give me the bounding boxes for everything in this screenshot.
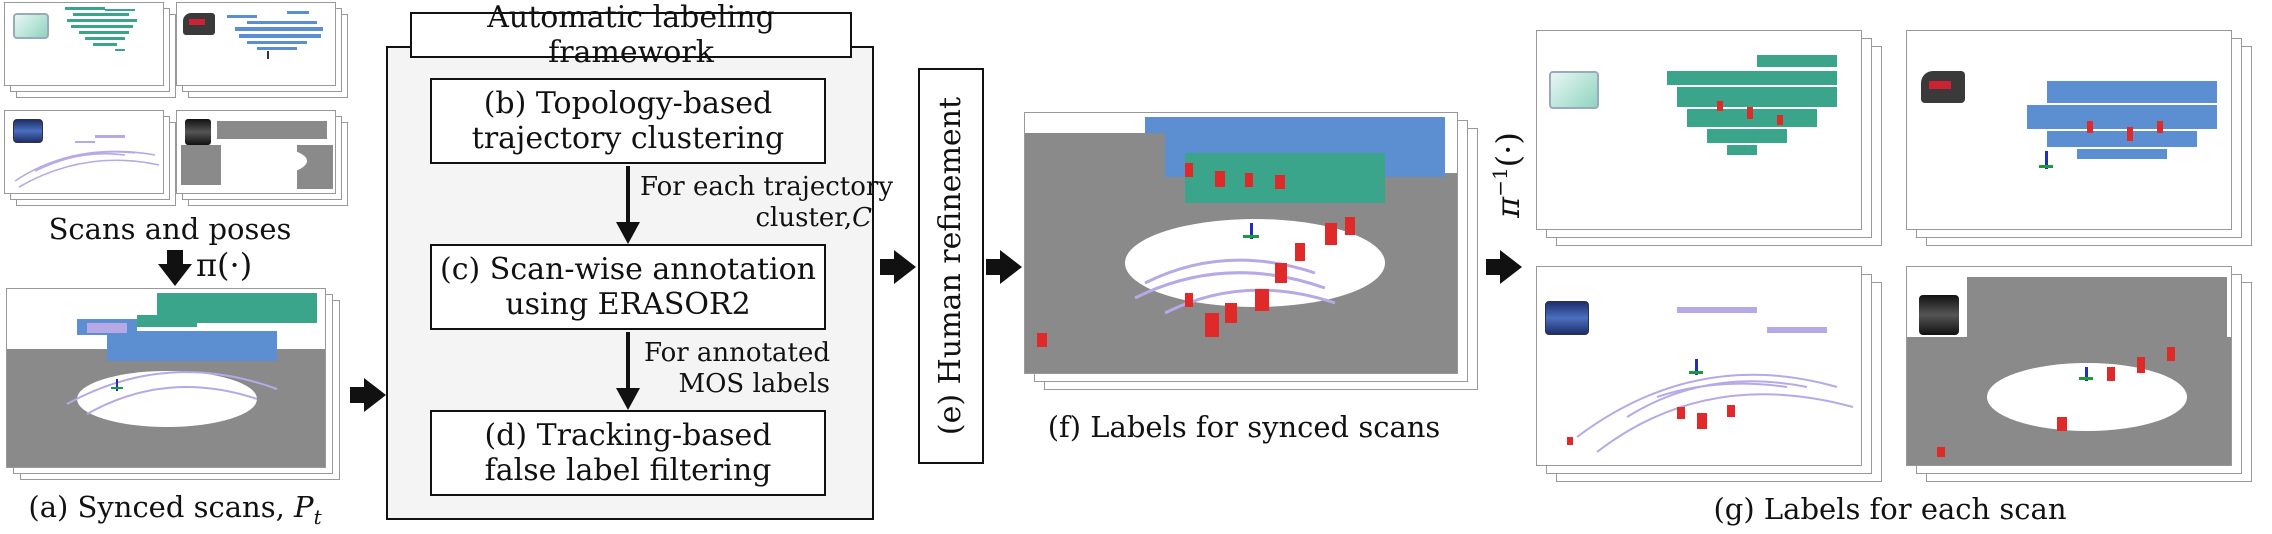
purple-point-cloud (5, 131, 163, 193)
labels-each-caption: (g) Labels for each scan (1713, 492, 2067, 526)
note-c-to-d: For annotated MOS labels (643, 338, 830, 399)
grey-labeled-cloud (1907, 267, 2231, 465)
scans-and-poses-label: Scans and poses (48, 212, 292, 246)
note-b-to-c: For each trajectory cluster,C (640, 172, 894, 233)
synced-scans-caption: (a) Synced scans, Pt (28, 490, 322, 529)
right-arrow-icon (350, 378, 386, 412)
right-arrow-icon (1486, 250, 1522, 284)
inverse-projection-symbol: π−1(·) (1488, 132, 1527, 218)
human-refinement-box: (e) Human refinement (918, 68, 984, 464)
green-labeled-cloud (1657, 41, 1857, 201)
right-arrow-icon (986, 250, 1022, 284)
camera-sensor-icon (13, 13, 49, 39)
lidar-sensor-icon (1545, 301, 1589, 335)
lidar-sensor-icon (13, 119, 43, 143)
arrow-c-to-d (616, 332, 640, 410)
step-c-box: (c) Scan-wise annotation using ERASOR2 (430, 244, 826, 330)
grey-point-cloud (177, 115, 335, 193)
radar-sensor-icon (1921, 71, 1965, 103)
framework-title: Automatic labeling framework (410, 0, 852, 70)
step-d-box: (d) Tracking-based false label filtering (430, 410, 826, 496)
blue-labeled-cloud (1987, 61, 2227, 201)
arrow-b-to-c (616, 166, 640, 244)
step-b-box: (b) Topology-based trajectory clustering (430, 78, 826, 164)
ouster-lidar-icon (1919, 295, 1959, 335)
camera-sensor-icon (1549, 71, 1599, 109)
blue-point-cloud (217, 9, 332, 79)
ouster-lidar-icon (185, 119, 211, 145)
radar-sensor-icon (183, 13, 215, 35)
green-point-cloud (45, 3, 155, 73)
projection-symbol: π(·) (196, 246, 253, 284)
purple-labeled-cloud (1537, 287, 1863, 463)
right-arrow-icon (880, 250, 916, 284)
merged-point-cloud (7, 289, 325, 467)
labeled-point-cloud (1025, 113, 1457, 373)
labels-synced-caption: (f) Labels for synced scans (1047, 410, 1441, 444)
down-arrow-icon (158, 250, 192, 286)
